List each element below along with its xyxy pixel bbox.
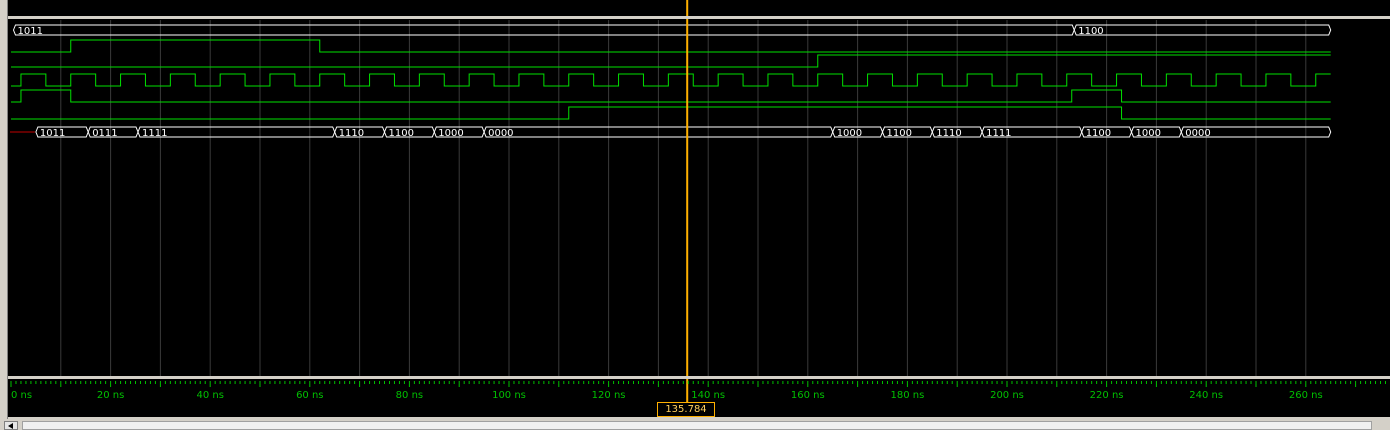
bus-value-label: 1000	[438, 128, 463, 139]
scroll-thumb[interactable]	[22, 421, 1372, 430]
name-pane-edge	[0, 0, 8, 430]
timebar-separator	[8, 417, 1390, 419]
bus-value-label: 1100	[1086, 128, 1111, 139]
bus-segment[interactable]	[1073, 24, 1332, 36]
cursor-time-readout: 135.784 ns	[657, 402, 715, 428]
ruler-label: 200 ns	[990, 390, 1024, 401]
vertical-scroll-area[interactable]	[1384, 19, 1390, 376]
bus-segment[interactable]	[12, 24, 1075, 36]
bus-value-label: 1110	[936, 128, 961, 139]
ruler-label: 80 ns	[396, 390, 423, 401]
bus-value-label: 1000	[1136, 128, 1161, 139]
bus-value-label: 1111	[142, 128, 167, 139]
bus-value-label: 0000	[488, 128, 513, 139]
ruler-label: 100 ns	[492, 390, 526, 401]
bus-value-label: 1011	[40, 128, 65, 139]
bus-value-label: 1100	[389, 128, 414, 139]
signal-waveform-sig-d[interactable]	[11, 106, 1331, 120]
bus-segment[interactable]	[1180, 126, 1332, 138]
signal-waveform-clk[interactable]	[11, 73, 1331, 87]
bus-value-label: 1000	[837, 128, 862, 139]
ruler-label: 260 ns	[1289, 390, 1323, 401]
bus-value-label: 1011	[17, 26, 42, 37]
scroll-left-arrow-icon[interactable]	[4, 421, 18, 430]
ruler-label: 120 ns	[592, 390, 626, 401]
horizontal-scrollbar[interactable]	[0, 419, 1390, 430]
ruler-label: 140 ns	[691, 390, 725, 401]
signal-waveform-sig-c[interactable]	[11, 89, 1331, 103]
waveform-bottom-border	[8, 376, 1390, 379]
bus-value-label: 1110	[339, 128, 364, 139]
waveform-canvas[interactable]: 1011 1100 1011 0111 1111 1110 1100 1000 0000 1000…	[0, 0, 1390, 419]
pane-splitter[interactable]	[7, 0, 8, 430]
bus-segment[interactable]	[137, 126, 336, 138]
bus-value-label: 1111	[986, 128, 1011, 139]
ruler-label: 60 ns	[296, 390, 323, 401]
ruler-label: 240 ns	[1189, 390, 1223, 401]
ruler-label: 20 ns	[97, 390, 124, 401]
bus-value-label: 0111	[92, 128, 117, 139]
bus-value-label: 1100	[1078, 26, 1103, 37]
signal-waveform-sig-a[interactable]	[11, 39, 1331, 53]
ruler-label: 0 ns	[11, 390, 32, 401]
waveform-top-border	[8, 16, 1390, 19]
ruler-label: 160 ns	[791, 390, 825, 401]
ruler-label: 40 ns	[196, 390, 223, 401]
bus-value-label: 0000	[1185, 128, 1210, 139]
ruler-label: 180 ns	[890, 390, 924, 401]
ruler-label: 220 ns	[1090, 390, 1124, 401]
bus-value-label: 1100	[887, 128, 912, 139]
signal-waveform-sig-b[interactable]	[11, 54, 1331, 68]
